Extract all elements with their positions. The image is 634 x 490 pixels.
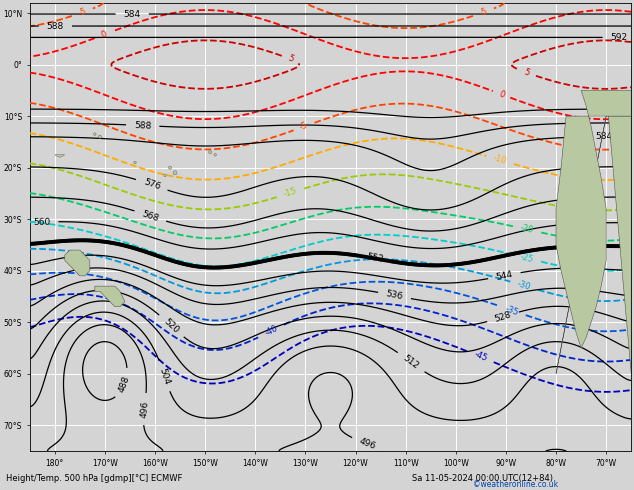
Text: 568: 568 (141, 209, 160, 223)
Text: -40: -40 (263, 324, 279, 338)
Text: -20: -20 (520, 223, 534, 235)
Text: 504: 504 (158, 367, 171, 386)
Text: -5: -5 (77, 7, 88, 18)
Text: -35: -35 (504, 304, 520, 317)
Text: Sa 11-05-2024 00:00 UTC(12+84): Sa 11-05-2024 00:00 UTC(12+84) (412, 474, 553, 483)
Circle shape (214, 153, 216, 156)
Text: 5: 5 (287, 54, 295, 64)
Text: 552: 552 (366, 252, 384, 265)
Text: 496: 496 (358, 437, 377, 451)
Circle shape (98, 135, 101, 138)
Text: -15: -15 (283, 187, 299, 199)
Text: -5: -5 (478, 7, 489, 18)
Text: -5: -5 (299, 121, 309, 132)
Text: 576: 576 (142, 177, 162, 192)
Text: -25: -25 (519, 252, 535, 264)
Circle shape (169, 166, 172, 169)
Text: 588: 588 (47, 22, 64, 30)
Text: -30: -30 (516, 279, 532, 292)
Circle shape (164, 174, 166, 177)
Polygon shape (55, 155, 65, 157)
Circle shape (173, 171, 177, 175)
Text: 0: 0 (100, 30, 108, 40)
Text: 544: 544 (495, 270, 514, 282)
Text: 512: 512 (401, 353, 420, 371)
Text: 496: 496 (139, 400, 150, 418)
Text: 0: 0 (498, 89, 506, 99)
Text: 560: 560 (33, 217, 51, 226)
Polygon shape (556, 90, 631, 348)
Text: 588: 588 (134, 121, 152, 130)
Polygon shape (556, 90, 631, 374)
Polygon shape (65, 250, 90, 276)
Text: 520: 520 (162, 317, 181, 335)
Text: 584: 584 (124, 9, 141, 19)
Polygon shape (95, 286, 125, 307)
Text: 5: 5 (523, 68, 531, 78)
Text: Height/Temp. 500 hPa [gdmp][°C] ECMWF: Height/Temp. 500 hPa [gdmp][°C] ECMWF (6, 474, 183, 483)
Text: 592: 592 (602, 104, 619, 114)
Text: -10: -10 (492, 154, 508, 166)
Text: ©weatheronline.co.uk: ©weatheronline.co.uk (473, 480, 558, 489)
Text: 584: 584 (595, 132, 612, 141)
Circle shape (94, 133, 96, 135)
Text: 528: 528 (493, 310, 513, 324)
Text: 488: 488 (117, 374, 132, 393)
Text: 536: 536 (385, 290, 404, 302)
Circle shape (209, 150, 212, 154)
Circle shape (134, 161, 136, 164)
Text: -45: -45 (472, 350, 488, 364)
Text: 592: 592 (611, 33, 628, 42)
